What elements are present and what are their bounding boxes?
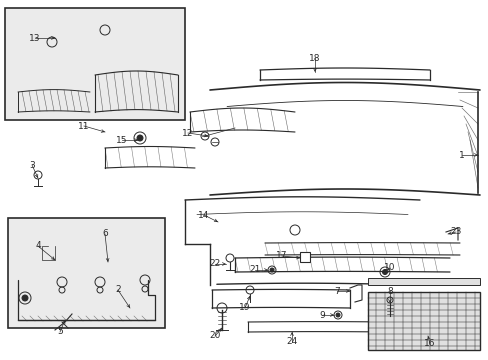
Text: 3: 3	[29, 161, 35, 170]
Text: 9: 9	[319, 310, 324, 320]
Bar	[367, 278, 479, 285]
Circle shape	[382, 270, 386, 275]
Circle shape	[137, 135, 142, 141]
Text: 7: 7	[333, 287, 339, 296]
Text: 16: 16	[424, 339, 435, 348]
Text: 21: 21	[249, 266, 260, 275]
Text: 22: 22	[209, 260, 220, 269]
Text: 14: 14	[198, 211, 209, 220]
Text: 2: 2	[115, 285, 121, 294]
Text: 12: 12	[182, 129, 193, 138]
Text: 24: 24	[286, 338, 297, 346]
Text: 23: 23	[449, 228, 461, 237]
Text: 5: 5	[57, 328, 63, 337]
Text: 15: 15	[116, 135, 127, 144]
Text: 13: 13	[29, 33, 41, 42]
Bar	[299, 252, 309, 262]
Text: 6: 6	[102, 230, 108, 239]
Bar	[5, 8, 184, 120]
Text: 10: 10	[384, 264, 395, 273]
Text: 4: 4	[35, 242, 41, 251]
Bar	[8, 218, 164, 328]
Circle shape	[335, 313, 339, 317]
Text: 18: 18	[308, 54, 320, 63]
Circle shape	[22, 295, 28, 301]
Bar	[367, 292, 479, 350]
Text: 19: 19	[239, 303, 250, 312]
Text: 20: 20	[209, 332, 220, 341]
Text: 11: 11	[78, 122, 90, 131]
Text: 8: 8	[386, 287, 392, 296]
Text: 1: 1	[458, 150, 464, 159]
Text: 17: 17	[276, 252, 287, 261]
Circle shape	[269, 268, 273, 272]
